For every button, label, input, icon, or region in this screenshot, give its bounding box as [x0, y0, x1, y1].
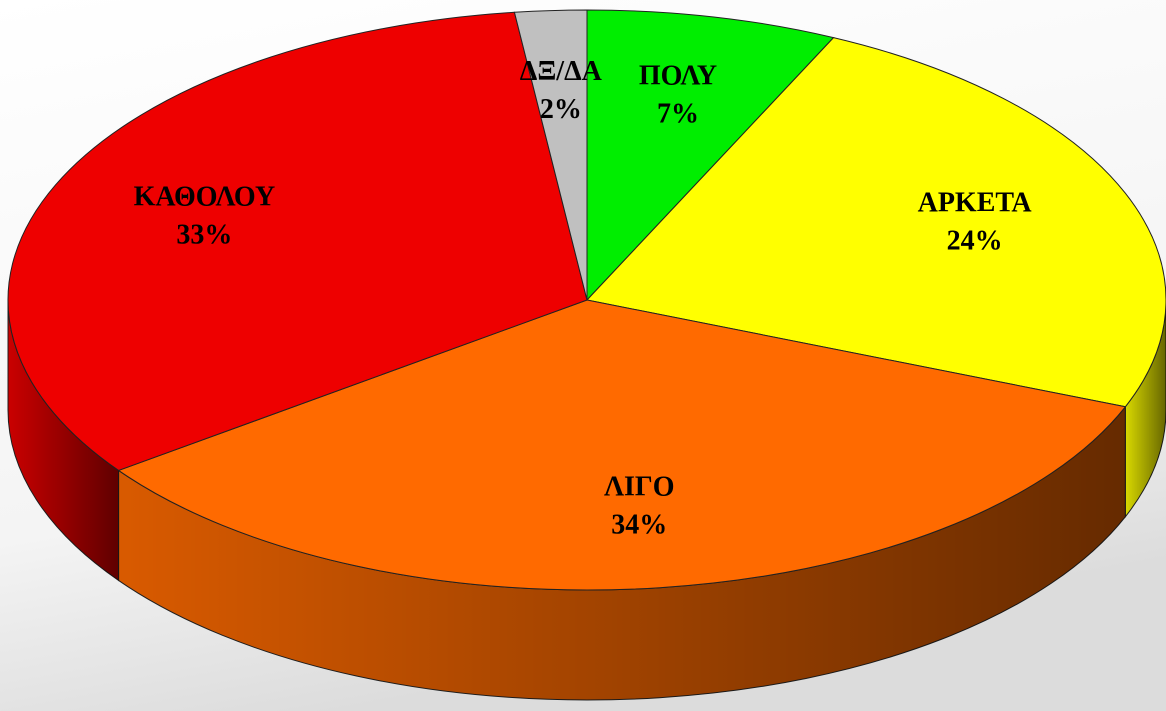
slice-label: ΠΟΛΥ — [639, 61, 717, 92]
slice — [586, 37, 1166, 408]
slice-label: ΔΞ/ΔΑ — [520, 56, 603, 87]
slice-value-label: 2% — [540, 94, 582, 125]
slice-label: ΑΡΚΕΤΑ — [918, 188, 1033, 219]
slice — [7, 11, 588, 472]
slice-value-label: 7% — [657, 99, 699, 130]
slice — [117, 299, 1127, 591]
side-shade — [7, 300, 119, 581]
slice — [586, 9, 835, 302]
side-shade — [118, 406, 1126, 700]
slice-label: ΛΙΓΟ — [604, 472, 675, 503]
slice-value-label: 33% — [176, 219, 232, 250]
slice-value-label: 24% — [947, 226, 1003, 257]
slice-value-label: 34% — [611, 510, 667, 541]
slice — [513, 9, 588, 301]
slice-label: ΚΑΘΟΛΟΥ — [134, 181, 276, 212]
